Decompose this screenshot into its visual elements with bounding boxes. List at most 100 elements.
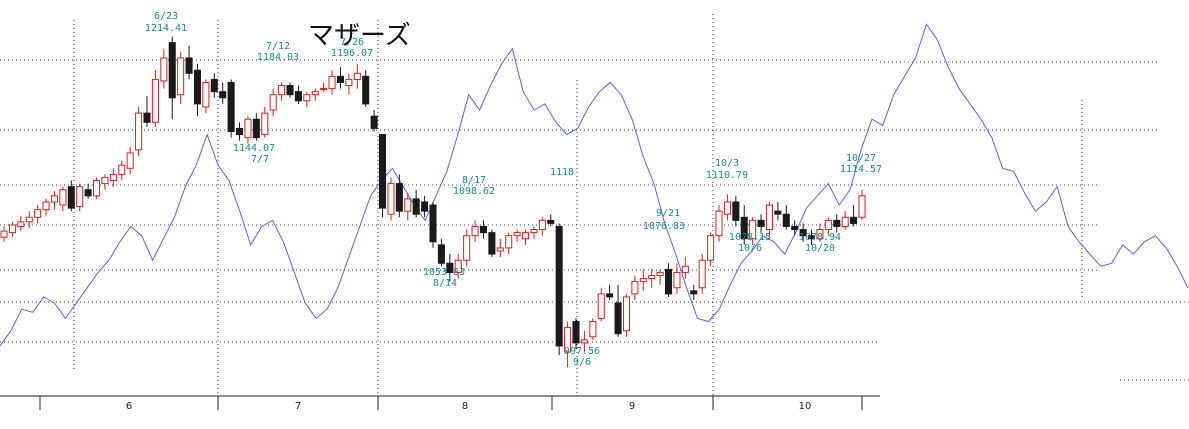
candle-body	[505, 235, 513, 249]
candle-body	[749, 219, 757, 240]
candle-body	[681, 265, 689, 273]
candle-body	[210, 78, 218, 93]
candle-body	[370, 115, 378, 129]
x-tick-label: 6	[126, 401, 132, 412]
candle-body	[673, 271, 681, 289]
annotation-value: 1078.94	[799, 232, 841, 243]
candle-body	[824, 219, 832, 231]
candle-body	[656, 271, 664, 277]
candle-body	[589, 320, 597, 338]
candle-body	[109, 173, 117, 182]
annotation-date: 9/6	[573, 357, 591, 368]
annotation-upper: 6/23	[154, 11, 178, 22]
candle-body	[252, 118, 260, 139]
candle-body	[244, 118, 252, 139]
candle-body	[799, 229, 807, 237]
candle-body	[488, 232, 496, 255]
candle-body	[67, 186, 75, 209]
candle-body	[135, 112, 143, 151]
annotation-upper: 8/17	[462, 175, 486, 186]
candle-body	[286, 85, 294, 96]
annotation-lower: 1184.03	[257, 52, 299, 63]
candle-body	[631, 281, 639, 295]
candle-body	[404, 198, 412, 212]
x-tick-label: 9	[629, 401, 635, 412]
candle-body	[715, 210, 723, 237]
candle-body	[328, 75, 336, 90]
x-tick-label: 8	[462, 401, 468, 412]
annotation-lower: 1196.07	[331, 48, 373, 59]
annotation-lower: 1214.41	[145, 23, 187, 34]
candle-body	[808, 235, 816, 240]
candle-body	[496, 247, 504, 252]
candle-body	[59, 189, 67, 206]
candle-body	[555, 225, 563, 347]
candle-body	[429, 204, 437, 243]
annotation-value: 1144.07	[233, 143, 275, 154]
annotation-upper: 10/3	[715, 158, 739, 169]
candle-body	[362, 75, 370, 105]
candle-body	[597, 293, 605, 319]
candle-body	[606, 293, 614, 298]
candle-body	[454, 259, 462, 273]
candle-body	[17, 221, 25, 227]
candle-body	[850, 216, 858, 224]
candle-body	[723, 201, 731, 215]
candle-body	[665, 268, 673, 295]
annotation-upper: 7/26	[340, 37, 364, 48]
candle-body	[151, 78, 159, 123]
candle-body	[336, 75, 344, 83]
candle-body	[690, 290, 698, 295]
candle-body	[387, 183, 395, 215]
annotation-date: 10/6	[738, 243, 762, 254]
candle-body	[93, 180, 101, 197]
annotation-lower: 1114.57	[840, 164, 882, 175]
annotation-date: 7/7	[251, 154, 269, 165]
candle-body	[471, 225, 479, 237]
candle-body	[740, 216, 748, 240]
candle-body	[463, 235, 471, 261]
annotation-lower: 1110.79	[706, 170, 748, 181]
candle-body	[143, 112, 151, 123]
candle-body	[8, 224, 16, 234]
candle-body	[379, 134, 387, 209]
candle-body	[353, 72, 361, 80]
candle-body	[622, 296, 630, 332]
candle-body	[278, 85, 286, 96]
candle-body	[639, 278, 647, 283]
candle-body	[261, 112, 269, 136]
annotation-lower: 1098.62	[453, 186, 495, 197]
candle-body	[782, 213, 790, 227]
candle-body	[757, 219, 765, 227]
candle-body	[698, 259, 706, 289]
candle-body	[841, 216, 849, 227]
annotation-upper: 10/27	[846, 153, 876, 164]
candle-body	[303, 94, 311, 102]
candle-body	[513, 232, 521, 237]
candle-body	[421, 201, 429, 212]
candle-body	[858, 195, 866, 218]
candle-body	[193, 69, 201, 105]
candle-body	[732, 201, 740, 221]
candle-body	[25, 216, 33, 223]
candle-body	[160, 57, 168, 82]
candle-body	[101, 176, 109, 185]
annotation-value: 1053.83	[423, 267, 465, 278]
candle-body	[118, 164, 126, 175]
candle-body	[816, 229, 824, 240]
candle-body	[412, 198, 420, 215]
candle-body	[530, 229, 538, 234]
candle-body	[522, 232, 530, 240]
candle-body	[311, 91, 319, 96]
candle-body	[320, 88, 328, 91]
candle-body	[168, 42, 176, 99]
x-axis: 6 7 8 9 10	[0, 395, 880, 412]
candle-body	[437, 244, 445, 264]
candle-body	[42, 201, 50, 211]
x-tick-label: 10	[799, 401, 812, 412]
candle-body	[76, 186, 84, 208]
candle-body	[177, 57, 185, 96]
candle-body	[580, 339, 588, 344]
